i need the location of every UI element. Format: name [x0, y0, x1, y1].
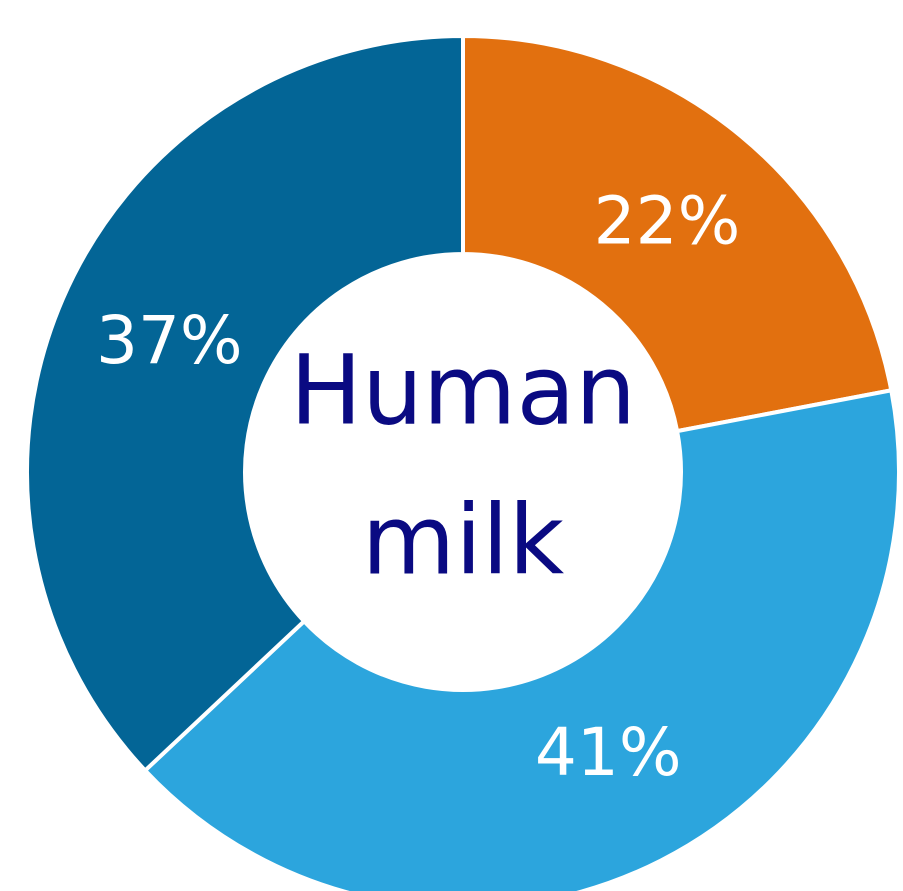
slice-label-2: 37%: [96, 302, 243, 379]
title-fragment-right: ): [862, 0, 892, 7]
slice-label-1: 41%: [535, 714, 682, 791]
center-label-line-1: milk: [362, 484, 565, 596]
slice-2: [25, 33, 465, 774]
donut-slices: [25, 33, 901, 891]
slice-0: [461, 33, 894, 434]
center-label: Human milk: [290, 334, 636, 596]
slice-labels: 22% 41% 37%: [96, 182, 740, 791]
title-fragment-left: (: [5, 0, 35, 7]
slice-1: [142, 387, 901, 891]
slice-label-0: 22%: [594, 182, 741, 259]
center-label-line-0: Human: [290, 334, 636, 446]
